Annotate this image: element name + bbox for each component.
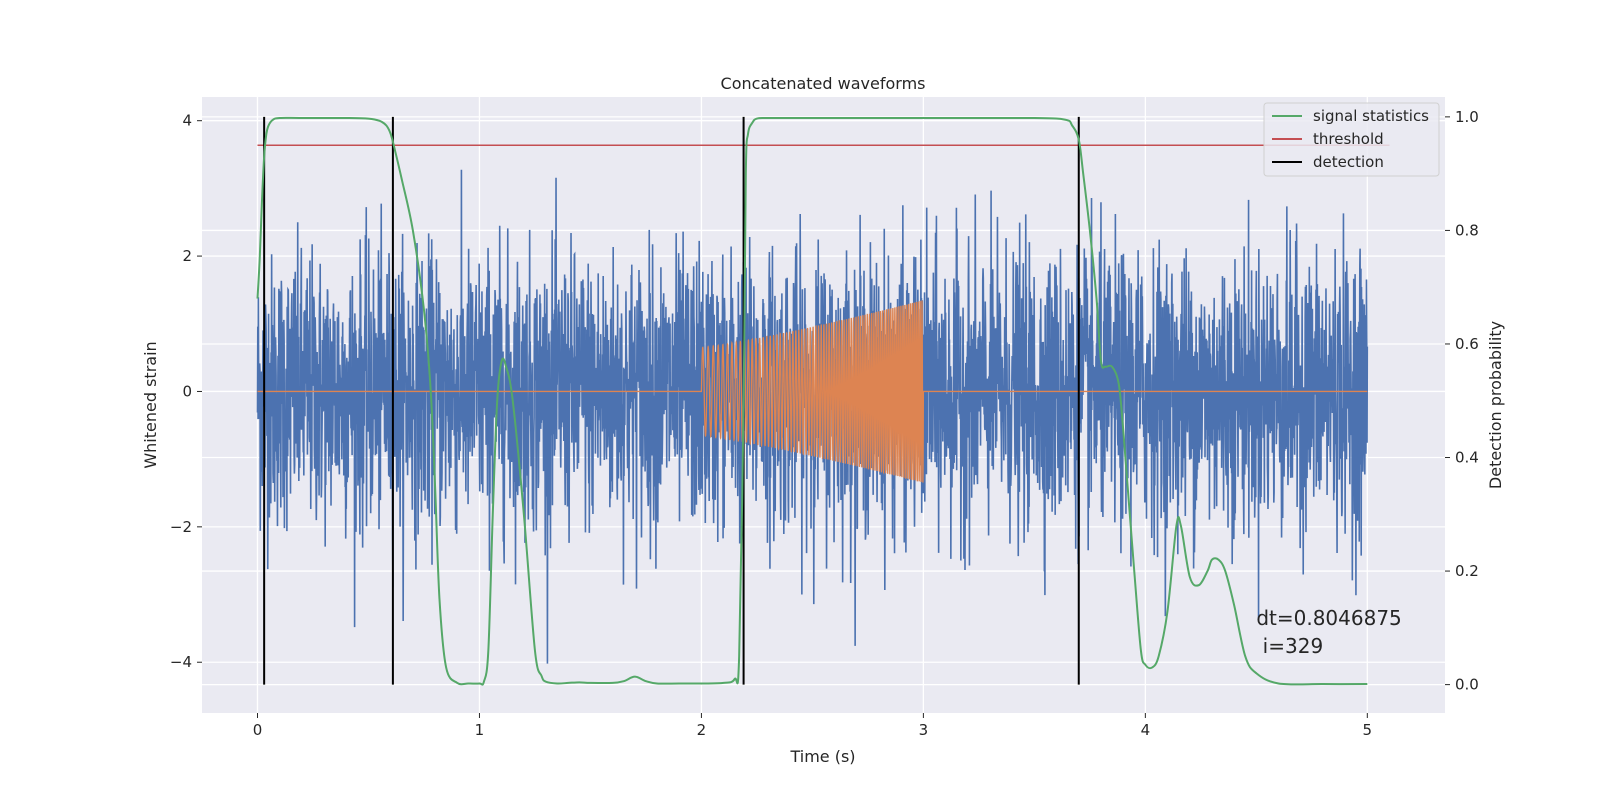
grid	[202, 97, 1445, 713]
y-tick-label-2: 0	[182, 382, 192, 400]
x-tick-label-0: 0	[253, 721, 263, 739]
chart-title: Concatenated waveforms	[721, 74, 926, 93]
x-axis-label: Time (s)	[789, 747, 855, 766]
x-tick-label-4: 4	[1141, 721, 1151, 739]
y-axis-ticks: 4 2 0 −2 −4	[170, 112, 202, 671]
y2-tick-label-2: 0.6	[1455, 335, 1479, 353]
legend: signal statistics threshold detection	[1263, 102, 1440, 177]
y-axis-label: Whitened strain	[141, 341, 160, 468]
annotation-line-0: dt=0.8046875	[1256, 606, 1401, 630]
legend-label-detection: detection	[1313, 153, 1384, 171]
x-tick-label-1: 1	[475, 721, 485, 739]
legend-label-signal-statistics: signal statistics	[1313, 107, 1429, 125]
series-signal-statistics	[256, 116, 1368, 686]
y-tick-label-1: 2	[182, 247, 192, 265]
y-tick-label-0: 4	[182, 112, 192, 130]
x-tick-label-5: 5	[1363, 721, 1373, 739]
y2-tick-label-5: 0.0	[1455, 676, 1479, 694]
y2-tick-label-0: 1.0	[1455, 108, 1479, 126]
annotation-line-1: i=329	[1256, 634, 1323, 658]
y2-tick-label-1: 0.8	[1455, 221, 1479, 239]
x-tick-label-2: 2	[697, 721, 707, 739]
y2-axis-ticks: 1.0 0.8 0.6 0.4 0.2 0.0	[1445, 108, 1479, 694]
legend-box	[1263, 102, 1440, 177]
x-axis-ticks: 0 1 2 3 4 5	[253, 713, 1372, 739]
annotation-text: dt=0.8046875 i=329	[1256, 606, 1401, 658]
y2-axis-label: Detection probability	[1486, 321, 1505, 489]
x-tick-label-3: 3	[919, 721, 929, 739]
legend-label-threshold: threshold	[1313, 130, 1384, 148]
series-waveform	[257, 300, 1368, 483]
y2-tick-label-3: 0.4	[1455, 449, 1479, 467]
y-tick-label-4: −4	[170, 653, 192, 671]
y-tick-label-3: −2	[170, 518, 192, 536]
y2-tick-label-4: 0.2	[1455, 562, 1479, 580]
